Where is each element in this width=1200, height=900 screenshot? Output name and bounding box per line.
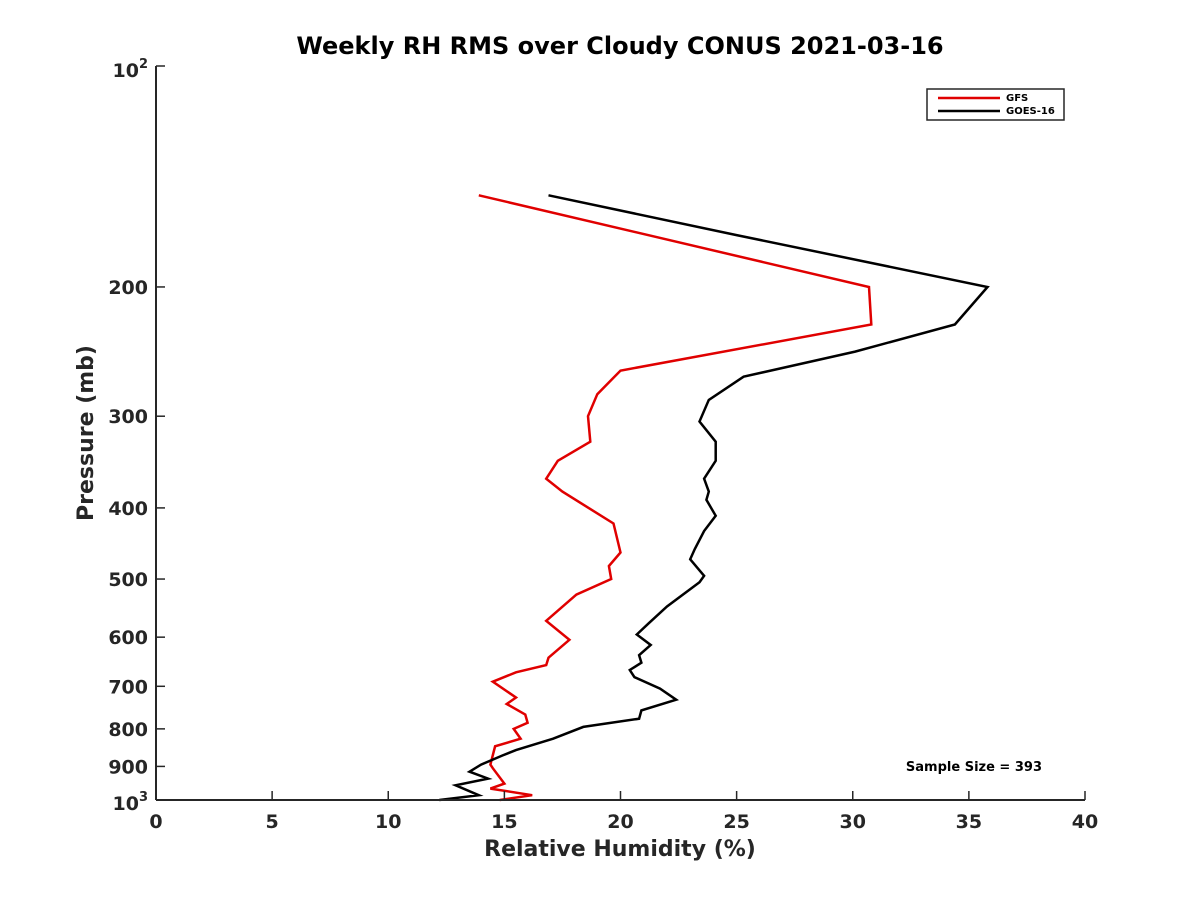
x-ticks: 0 5 10 15 20 25 30 35 40 <box>149 791 1098 833</box>
x-tick-label: 0 <box>149 811 162 833</box>
y-tick-label: 800 <box>108 719 148 741</box>
x-tick-label: 30 <box>840 811 866 833</box>
legend-box <box>926 88 1065 121</box>
y-tick-label: 300 <box>108 406 148 428</box>
series-line-goes-16 <box>439 194 990 802</box>
sample-size-annotation: Sample Size = 393 <box>906 760 1042 775</box>
series-line-gfs <box>478 194 873 802</box>
x-tick-label: 40 <box>1072 811 1098 833</box>
y-tick-label: 600 <box>108 627 148 649</box>
y-tick-top-base: 10 <box>113 60 139 82</box>
x-tick-label: 20 <box>607 811 633 833</box>
legend-label-gfs: GFS <box>1006 93 1028 104</box>
y-tick-label: 700 <box>108 676 148 698</box>
y-tick-label: 500 <box>108 569 148 591</box>
x-axis-label: Relative Humidity (%) <box>484 837 756 862</box>
y-tick-bottom-exp: 3 <box>139 790 148 805</box>
y-tick-bottom-label: 103 <box>113 790 149 815</box>
y-tick-top-exp: 2 <box>139 57 148 72</box>
legend-label-goes-16: GOES-16 <box>1006 106 1055 117</box>
series-layer <box>439 194 990 802</box>
x-tick-label: 25 <box>723 811 749 833</box>
chart-title: Weekly RH RMS over Cloudy CONUS 2021-03-… <box>296 32 943 60</box>
y-tick-label: 900 <box>108 756 148 778</box>
x-tick-label: 35 <box>956 811 982 833</box>
x-tick-label: 5 <box>266 811 279 833</box>
y-tick-label: 400 <box>108 498 148 520</box>
y-tick-top-label: 102 <box>113 57 149 82</box>
svg-text:102: 102 <box>113 57 149 82</box>
legend: GFS GOES-16 <box>926 88 1065 121</box>
x-tick-label: 10 <box>375 811 401 833</box>
y-ticks: 200 300 400 500 600 700 800 900 <box>108 65 165 801</box>
y-tick-bottom-base: 10 <box>113 793 139 815</box>
y-tick-label: 200 <box>108 277 148 299</box>
y-axis-label: Pressure (mb) <box>74 345 99 521</box>
svg-text:103: 103 <box>113 790 149 815</box>
x-tick-label: 15 <box>491 811 517 833</box>
